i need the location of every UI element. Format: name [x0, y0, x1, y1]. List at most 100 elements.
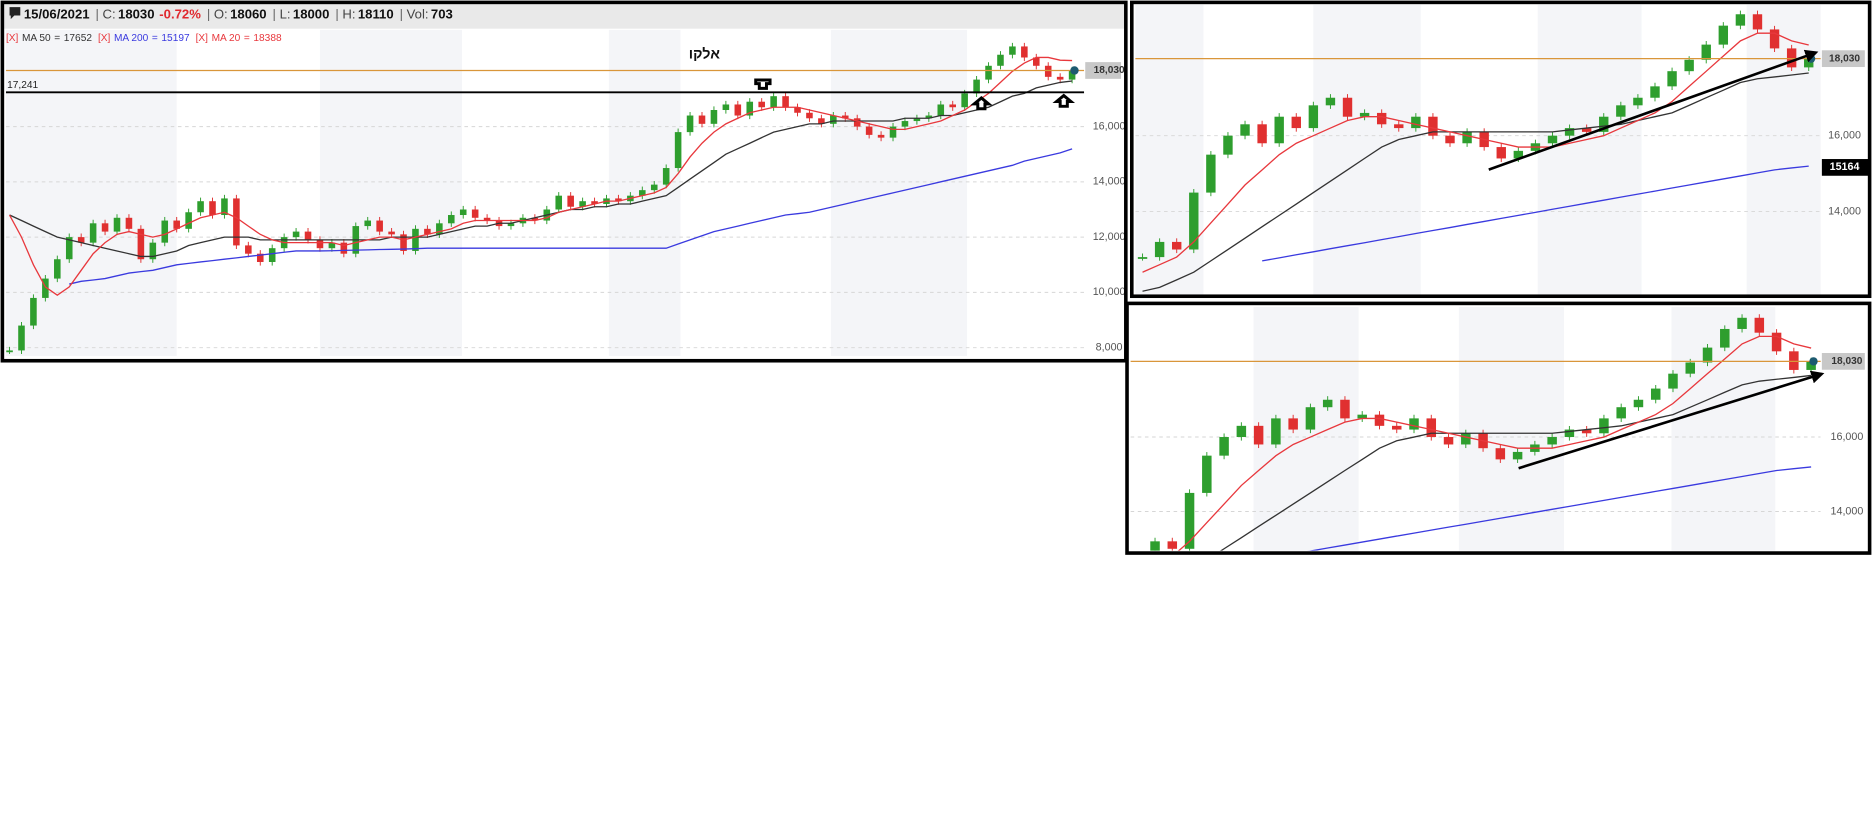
candle: [292, 231, 300, 238]
arrow-up: [1052, 93, 1076, 108]
header-bar: [2, 2, 1126, 29]
candle: [1325, 97, 1336, 106]
candle: [471, 209, 479, 218]
y-tick-label: 10,000: [1093, 286, 1126, 298]
arrow-down: [754, 78, 772, 90]
price-box: [1821, 353, 1865, 370]
candle: [185, 212, 192, 229]
candle: [1461, 433, 1471, 445]
candle: [1409, 418, 1419, 430]
candle: [818, 118, 825, 124]
candle: [483, 217, 491, 221]
candle: [985, 65, 992, 80]
trend-line: [1518, 370, 1825, 470]
candle: [113, 217, 121, 232]
candle: [1359, 112, 1370, 117]
legend-separator: =: [54, 33, 60, 44]
plot: [5, 42, 1085, 355]
candle: [149, 242, 157, 260]
candle: [1340, 399, 1350, 419]
candle: [65, 237, 73, 260]
candle: [1771, 332, 1782, 352]
time-bands: [1135, 4, 1821, 296]
header-value: 703: [431, 7, 453, 22]
candle: [806, 112, 813, 119]
candle: [650, 184, 658, 191]
ma-line: [1177, 335, 1812, 551]
price-axis-bg: [1084, 29, 1124, 359]
trend-line: [1488, 49, 1819, 171]
plot: [1130, 314, 1821, 551]
candle: [925, 115, 933, 119]
candle: [937, 104, 945, 116]
candle: [1291, 116, 1301, 129]
candle: [1376, 112, 1387, 125]
candle: [1599, 116, 1609, 132]
candle: [877, 134, 885, 138]
candle: [137, 228, 145, 260]
candle: [949, 104, 956, 108]
candle: [436, 223, 443, 235]
candle: [1513, 150, 1524, 159]
candle: [1167, 541, 1178, 549]
header-value: 18110: [358, 7, 394, 22]
candle: [1754, 317, 1765, 333]
candle: [54, 259, 61, 279]
legend-prefix: [X]: [6, 33, 19, 44]
candle: [1650, 388, 1661, 400]
candle: [1219, 437, 1229, 456]
candle: [221, 198, 228, 216]
candle: [1223, 135, 1233, 155]
last-dot: [1809, 357, 1818, 366]
candle: [1495, 448, 1506, 460]
candle: [770, 96, 777, 108]
candle: [89, 223, 97, 243]
candle: [1257, 124, 1267, 144]
candle: [674, 132, 682, 169]
candle: [1308, 105, 1319, 129]
candle: [1342, 97, 1353, 117]
candle: [1633, 399, 1644, 408]
candle: [686, 115, 694, 133]
legend-value: 17652: [64, 33, 93, 44]
candle: [197, 201, 204, 213]
header-date: 15/06/2021: [24, 7, 90, 22]
candle: [1789, 351, 1799, 370]
candle: [1445, 135, 1455, 144]
legend-name: MA 200: [114, 33, 149, 44]
candle: [1581, 429, 1592, 434]
candle: [1752, 14, 1763, 30]
panel-borders: [0, 0, 1872, 555]
candle: [1720, 328, 1730, 348]
legend: [X] MA 50 = 17652 [X] MA 200 = 15197 [X] MA 20 = 18…: [6, 33, 282, 44]
candle: [1056, 76, 1064, 80]
candle: [6, 350, 13, 353]
candle: [304, 231, 312, 240]
level-label: 17,241: [7, 80, 38, 91]
header-separator: |: [335, 7, 338, 22]
candle: [639, 190, 646, 196]
candle: [268, 248, 276, 262]
candle: [734, 104, 742, 116]
candle: [316, 239, 324, 249]
marker-box: [1821, 159, 1870, 176]
candle: [1804, 58, 1814, 68]
ma-line: [8, 56, 1073, 296]
candle: [1357, 414, 1367, 419]
time-bands: [5, 29, 968, 356]
y-tick-label: 16,000: [1093, 120, 1126, 132]
candle: [459, 209, 467, 216]
candle: [340, 242, 348, 254]
candle: [161, 220, 169, 243]
ma-line: [69, 148, 1073, 285]
header-separator: |: [400, 7, 403, 22]
candle: [889, 126, 897, 138]
candle: [1202, 455, 1212, 493]
y-tick-label: 12,000: [1093, 231, 1126, 243]
candle: [1428, 116, 1438, 136]
candle: [746, 101, 754, 116]
candle: [364, 220, 371, 227]
candle: [1206, 154, 1216, 193]
candle: [1009, 46, 1016, 55]
candle: [1374, 414, 1385, 426]
